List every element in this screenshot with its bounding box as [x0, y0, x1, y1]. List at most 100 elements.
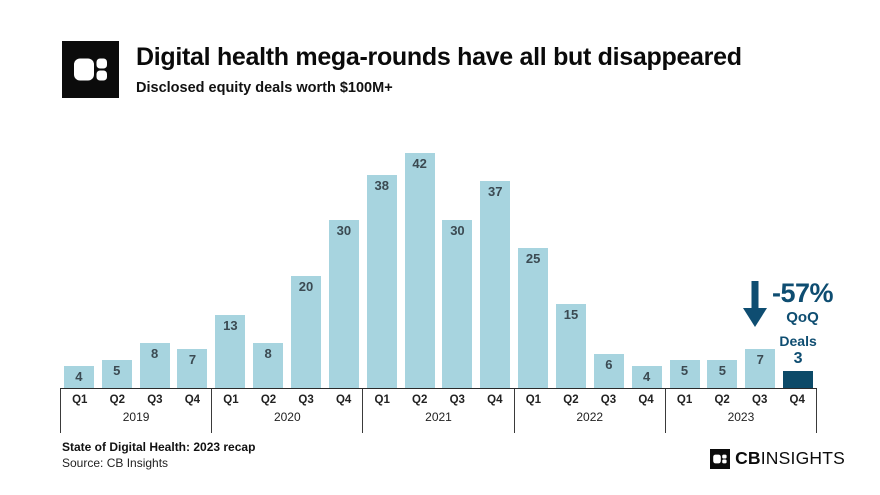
quarter-tick-label: Q4 — [487, 394, 503, 406]
quarter-tick-label: Q4 — [789, 394, 805, 406]
down-arrow-icon — [742, 281, 767, 327]
axis-group-2021: Q1 Q2 Q3 Q4 2021 — [362, 389, 513, 433]
bar-slot-Q4-2023: Deals 3 — [779, 333, 817, 388]
bar-Q2-2023: 5 — [707, 360, 738, 388]
year-tick-label: 2023 — [727, 410, 755, 424]
bar-slot-Q1-2019: 4 — [63, 365, 94, 388]
quarter-tick-label: Q2 — [714, 394, 730, 406]
bar-Q4-2022: 4 — [631, 365, 662, 388]
quarter-label-row: Q1 Q2 Q3 Q4 — [515, 394, 665, 406]
bar-value-label: 6 — [605, 357, 613, 373]
quarter-tick-label: Q2 — [260, 394, 277, 406]
quarter-tick-label: Q4 — [184, 394, 201, 406]
bar-Q3-2019: 8 — [139, 343, 170, 388]
bar-slot-Q4-2019: 7 — [177, 348, 208, 388]
bar-slot-Q1-2023: 5 — [669, 360, 700, 388]
bar-value-label: 4 — [75, 368, 83, 384]
brand-wordmark: CBINSIGHTS — [735, 450, 845, 468]
bar-Q2-2021: 42 — [404, 152, 435, 388]
bar-value-label: 37 — [488, 183, 503, 199]
quarter-tick-label: Q2 — [412, 394, 428, 406]
quarter-tick-label: Q1 — [374, 394, 390, 406]
bar-Q2-2022: 15 — [555, 304, 586, 388]
bar-Q1-2019: 4 — [63, 365, 94, 388]
bar-slot-Q3-2019: 8 — [139, 343, 170, 388]
report-title: State of Digital Health: 2023 recap — [62, 440, 256, 454]
quarter-tick-label: Q3 — [298, 394, 314, 406]
bar-slot-Q3-2020: 20 — [291, 276, 322, 388]
qoq-period-label: QoQ — [786, 309, 819, 327]
bar-slot-Q2-2022: 15 — [555, 304, 586, 388]
year-group-2023: 5 5 7 Deals 3 — [666, 137, 817, 388]
cbinsights-brand: CBINSIGHTS — [710, 449, 845, 469]
chart-x-axis: Q1 Q2 Q3 Q4 2019 Q1 Q2 Q3 Q4 2020 Q1 Q2 Q3 Q4 2021 Q1 Q2… — [60, 389, 817, 433]
bar-chart: 4 5 8 7 13 8 20 30 38 42 30 37 25 15 6 4 5 5 7 Deals 3 Q1 Q2 Q… — [60, 137, 834, 433]
year-group-2019: 4 5 8 7 — [60, 137, 211, 388]
bar-Q4-2021: 37 — [480, 180, 511, 388]
quarter-tick-label: Q1 — [676, 394, 693, 406]
bar-slot-Q2-2021: 42 — [404, 152, 435, 388]
bar-value-label: 20 — [298, 279, 314, 294]
bar-slot-Q3-2021: 30 — [442, 220, 473, 388]
quarter-tick-label: Q3 — [147, 394, 163, 406]
bar-value-label: 8 — [264, 346, 272, 362]
footer-left: State of Digital Health: 2023 recap Sour… — [62, 440, 255, 470]
bar-value-label: 7 — [756, 351, 764, 367]
bar-Q3-2020: 20 — [291, 276, 322, 388]
bar-value-label: 42 — [412, 155, 427, 171]
bar-slot-Q1-2020: 13 — [215, 315, 246, 388]
axis-group-2020: Q1 Q2 Q3 Q4 2020 — [211, 389, 362, 433]
cbinsights-small-logo-icon — [710, 449, 731, 469]
bar-value-label: 8 — [150, 346, 159, 362]
bar-Q1-2023: 5 — [669, 360, 700, 388]
bar-value-label: 38 — [374, 178, 389, 194]
qoq-change-value: -57% — [771, 278, 834, 308]
quarter-tick-label: Q2 — [109, 394, 125, 406]
bar-slot-Q4-2020: 30 — [328, 220, 359, 388]
bar-Q3-2021: 30 — [442, 220, 473, 388]
bar-slot-Q2-2019: 5 — [101, 360, 132, 388]
axis-group-2023: Q1 Q2 Q3 Q4 2023 — [664, 389, 816, 433]
deals-label: Deals — [779, 333, 817, 350]
bar-Q4-2019: 7 — [177, 348, 208, 388]
bar-value-label: 4 — [643, 368, 651, 384]
deals-value: 3 — [793, 350, 803, 368]
quarter-tick-label: Q3 — [600, 394, 617, 406]
bar-value-label: 7 — [188, 351, 197, 367]
qoq-annotation: -57% QoQ — [742, 278, 834, 328]
bar-value-label: 25 — [525, 251, 541, 266]
bar-slot-Q2-2023: 5 — [707, 360, 738, 388]
bar-value-label: 15 — [563, 307, 579, 322]
brand-cb: CB — [735, 448, 761, 469]
quarter-label-row: Q1 Q2 Q3 Q4 — [61, 394, 211, 406]
quarter-tick-label: Q4 — [335, 394, 352, 406]
quarter-label-row: Q1 Q2 Q3 Q4 — [212, 394, 362, 406]
chart-plot-area: 4 5 8 7 13 8 20 30 38 42 30 37 25 15 6 4 5 5 7 Deals 3 — [60, 137, 817, 389]
header-text: Digital health mega-rounds have all but … — [136, 41, 742, 96]
bar-Q3-2023: 7 — [745, 348, 776, 388]
quarter-tick-label: Q4 — [638, 394, 654, 406]
quarter-tick-label: Q3 — [752, 394, 768, 406]
bar-Q1-2022: 25 — [518, 248, 549, 388]
year-group-2020: 13 8 20 30 — [211, 137, 362, 388]
year-tick-label: 2020 — [273, 410, 301, 424]
bar-slot-Q4-2022: 4 — [631, 365, 662, 388]
quarter-label-row: Q1 Q2 Q3 Q4 — [363, 394, 513, 406]
axis-group-2019: Q1 Q2 Q3 Q4 2019 — [60, 389, 211, 433]
quarter-tick-label: Q2 — [563, 394, 579, 406]
year-group-2022: 25 15 6 4 — [514, 137, 665, 388]
quarter-tick-label: Q1 — [525, 394, 542, 406]
bar-slot-Q4-2021: 37 — [480, 180, 511, 388]
cbinsights-logo-icon — [62, 41, 119, 98]
bar-slot-Q2-2020: 8 — [253, 343, 284, 388]
year-group-2021: 38 42 30 37 — [363, 137, 514, 388]
bar-Q1-2020: 13 — [215, 315, 246, 388]
quarter-tick-label: Q1 — [223, 394, 239, 406]
quarter-label-row: Q1 Q2 Q3 Q4 — [666, 394, 816, 406]
bar-slot-Q3-2022: 6 — [593, 354, 624, 388]
bar-value-label: 5 — [680, 363, 689, 378]
year-tick-label: 2022 — [576, 410, 604, 424]
bar-Q1-2021: 38 — [366, 175, 397, 388]
page-subtitle: Disclosed equity deals worth $100M+ — [136, 79, 393, 96]
